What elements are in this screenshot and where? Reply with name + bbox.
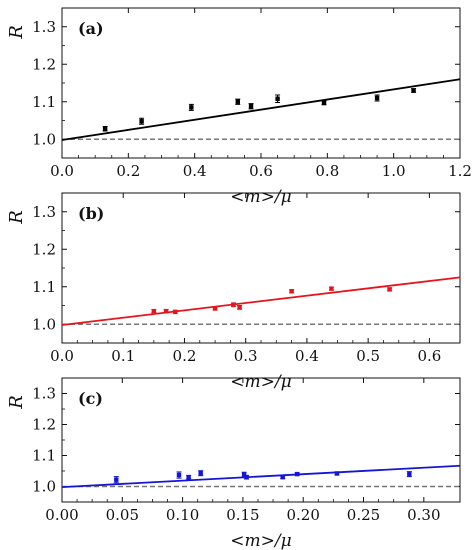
y-tick-label: 1.1: [32, 447, 56, 465]
fit-line: [61, 78, 461, 141]
x-tick-label: 0.00: [45, 506, 78, 524]
data-point: [275, 96, 280, 101]
x-tick-label: 0.0: [50, 162, 74, 180]
data-point: [321, 100, 327, 106]
x-tick-label: 0.6: [249, 162, 273, 180]
y-tick-label: 1.2: [32, 416, 56, 434]
x-axis-label: <m>/μ: [230, 372, 291, 392]
data-point: [189, 105, 194, 110]
panel-c: 0.00 0.05 0.10 0.15 0.20 0.25 0.30 1.0 1.1 1.2 1.3…: [6, 377, 461, 550]
panel-b: 0.0 0.1 0.2 0.3 0.4 0.5 0.6 1.0 1.1 1.2 1.3 (b) <m>/…: [6, 192, 461, 392]
y-tick-label: 1.0: [32, 315, 56, 333]
panel-label: (b): [78, 204, 104, 223]
y-tick-label: 1.3: [32, 203, 56, 221]
panel-label: (a): [78, 19, 104, 38]
data-point: [244, 475, 249, 480]
x-tick-label: 0.30: [407, 506, 440, 524]
data-point: [235, 99, 240, 104]
plot-frame: [61, 7, 461, 159]
x-tick-label: 0.2: [173, 347, 197, 365]
x-tick-label: 0.0: [50, 347, 74, 365]
data-point: [237, 305, 242, 310]
x-tick-label: 0.10: [166, 506, 199, 524]
x-tick-label: 0.4: [183, 162, 207, 180]
y-axis-label: R: [6, 395, 27, 410]
x-tick-label: 0.6: [417, 347, 441, 365]
x-tick-label: 0.2: [116, 162, 140, 180]
data-point: [212, 306, 218, 311]
data-point: [411, 88, 416, 93]
data-point: [241, 472, 247, 477]
y-tick-label: 1.3: [32, 385, 56, 403]
y-tick-label: 1.2: [32, 55, 56, 73]
data-point: [173, 309, 178, 315]
data-point: [163, 308, 169, 314]
data-point: [151, 308, 157, 314]
data-point: [114, 477, 119, 482]
data-point: [374, 95, 380, 101]
x-tick-label: 0.15: [226, 506, 259, 524]
x-tick-label: 0.25: [347, 506, 380, 524]
fit-line: [61, 276, 461, 326]
data-point: [289, 289, 294, 294]
panel-label: (c): [78, 389, 103, 408]
x-tick-label: 1.2: [448, 162, 472, 180]
data-point: [176, 472, 182, 478]
x-axis-label: <m>/μ: [230, 187, 291, 207]
x-tick-label: 0.4: [295, 347, 319, 365]
data-point: [294, 471, 300, 477]
y-axis-label: R: [6, 25, 27, 40]
data-point: [198, 470, 203, 476]
x-tick-label: 0.05: [106, 506, 139, 524]
y-tick-label: 1.1: [32, 93, 56, 111]
data-point: [102, 126, 108, 131]
data-point: [387, 287, 392, 292]
y-tick-label: 1.0: [32, 130, 56, 148]
y-axis-label: R: [6, 210, 27, 225]
y-tick-label: 1.3: [32, 18, 56, 36]
x-axis-label: <m>/μ: [230, 531, 291, 550]
data-point: [139, 119, 144, 124]
y-tick-label: 1.0: [32, 478, 56, 496]
data-point: [329, 286, 334, 291]
y-tick-label: 1.1: [32, 278, 56, 296]
x-tick-label: 0.5: [356, 347, 380, 365]
x-tick-label: 1.0: [382, 162, 406, 180]
x-tick-label: 0.1: [111, 347, 135, 365]
y-tick-label: 1.2: [32, 240, 56, 258]
plot-frame: [61, 192, 461, 344]
panel-a: 0.0 0.2 0.4 0.6 0.8 1.0 1.2 1.0 1.1 1.2 1.3 (a) <m>/…: [6, 7, 472, 207]
data-point: [248, 104, 254, 109]
fit-line: [61, 464, 461, 489]
x-tick-label: 0.3: [234, 347, 258, 365]
data-point: [231, 302, 236, 307]
data-point: [186, 475, 191, 480]
x-tick-label: 0.8: [315, 162, 339, 180]
x-tick-label: 0.20: [287, 506, 320, 524]
data-point: [334, 471, 340, 476]
data-point: [407, 471, 412, 477]
data-point: [280, 475, 285, 480]
